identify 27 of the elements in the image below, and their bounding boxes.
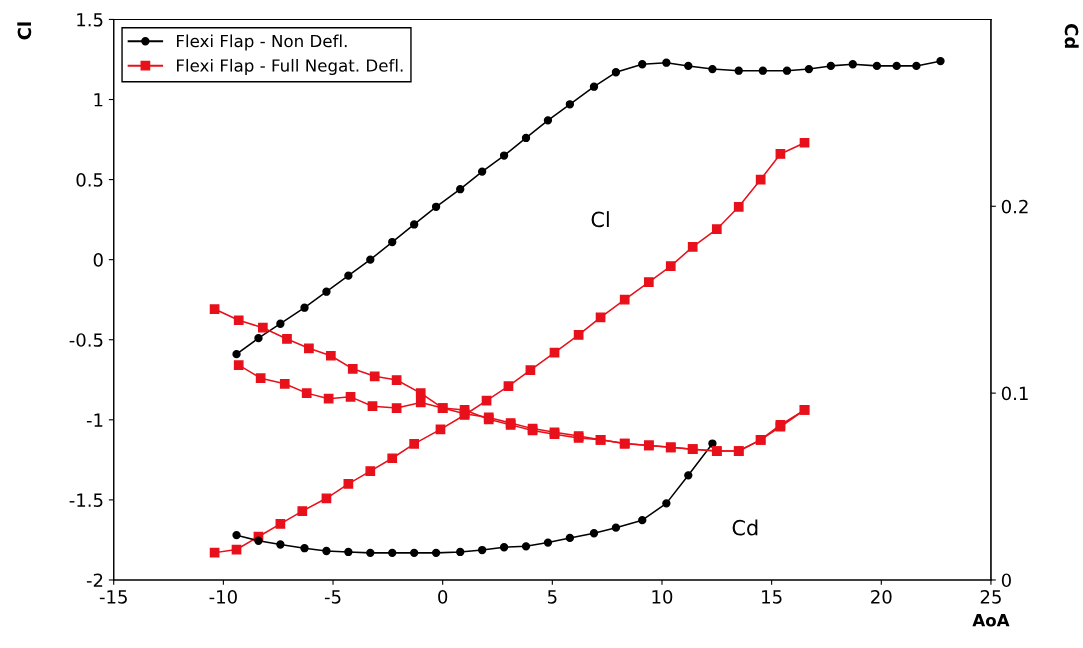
y2-tick-label: 0.1 — [1001, 386, 1028, 401]
x-tick-label: -5 — [324, 590, 341, 604]
y2-tick-label: 0 — [1001, 573, 1011, 588]
legend-label: Flexi Flap - Non Defl. — [177, 34, 347, 51]
y-tick-label: -0.5 — [69, 333, 103, 347]
x-tick-label: 10 — [652, 590, 673, 604]
x-tick-label: -15 — [99, 590, 127, 604]
x-tick-label: 20 — [871, 590, 892, 604]
x-tick-label: 5 — [547, 590, 557, 604]
y-tick-label: -1.5 — [69, 493, 103, 507]
y-tick-label: -1 — [86, 413, 103, 427]
y2-axis-title: Cd — [1064, 24, 1079, 48]
y-axis-title: Cl — [17, 22, 32, 40]
legend-label: Flexi Flap - Full Negat. Defl. — [177, 58, 403, 76]
x-tick-label: 0 — [438, 590, 448, 604]
y-tick-label: 0 — [93, 253, 103, 267]
y2-tick-label: 0.2 — [1001, 199, 1028, 214]
x-tick-label: -10 — [209, 590, 237, 604]
x-tick-label: 25 — [980, 590, 1001, 604]
y-tick-label: 0.5 — [76, 173, 103, 187]
x-tick-label: 15 — [762, 590, 782, 604]
y-tick-label: -2 — [86, 573, 103, 587]
x-axis-title: AoA — [972, 614, 1010, 627]
y-tick-label: 1.5 — [77, 13, 103, 27]
annotation: Cl — [591, 211, 609, 228]
annotation: Cd — [732, 519, 758, 536]
y-tick-label: 1 — [94, 93, 103, 107]
